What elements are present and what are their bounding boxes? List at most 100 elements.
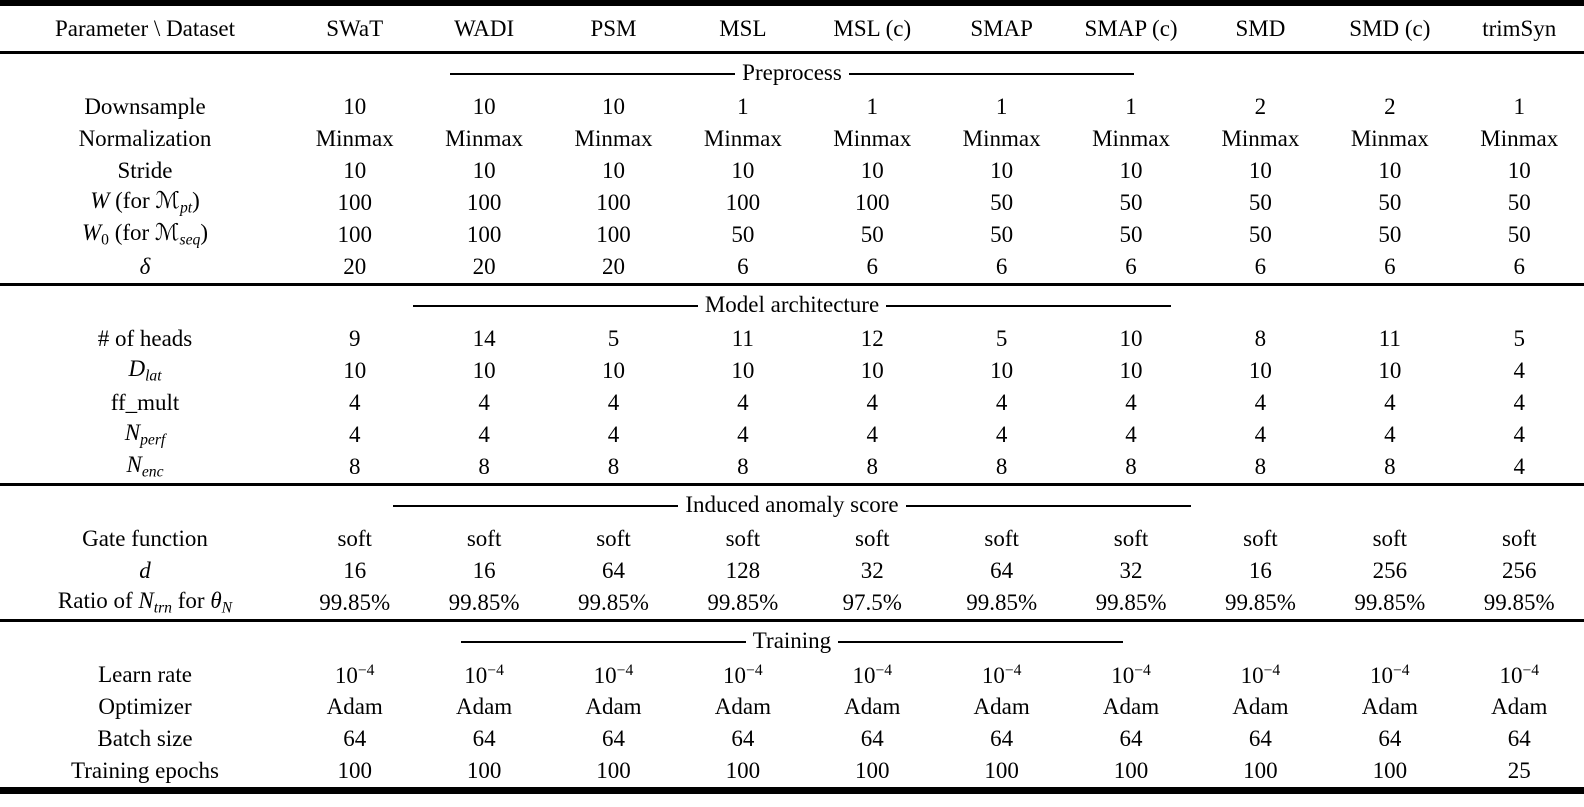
row-label: Dlat — [0, 355, 290, 387]
table-cell: 1 — [866, 94, 879, 119]
table-cell: 16 — [472, 558, 496, 583]
table-cell: 64 — [990, 558, 1014, 583]
table-cell: 100 — [855, 190, 890, 215]
table-cell: 100 — [466, 190, 502, 215]
table-cell: soft — [337, 526, 372, 551]
table-row: δ 20 20 20 6 6 6 6 6 6 6 — [0, 251, 1584, 285]
row-label: Learn rate — [98, 662, 192, 687]
table-cell: 99.85% — [1224, 590, 1296, 615]
table-cell: Minmax — [703, 126, 782, 151]
math-segment: N — [138, 588, 154, 614]
table-cell: 8 — [866, 454, 879, 479]
section-title: Model architecture — [704, 291, 880, 317]
table-cell: 10 — [1248, 158, 1272, 183]
table-row: Dlat 10 10 10 10 10 10 10 10 10 4 — [0, 355, 1584, 387]
table-cell: 50 — [1248, 222, 1272, 247]
table-cell: Minmax — [1480, 126, 1559, 151]
table-cell: 4 — [1254, 390, 1267, 415]
table-cell: 10−4 — [593, 661, 634, 688]
table-row: d 16 16 64 128 32 64 32 16 256 256 — [0, 555, 1584, 587]
table-cell: 99.85% — [1354, 590, 1426, 615]
table-cell: Adam — [1102, 694, 1160, 719]
table-cell: 50 — [1119, 222, 1143, 247]
table-cell: 10 — [601, 358, 625, 383]
table-cell: Minmax — [1350, 126, 1429, 151]
table-cell: 4 — [1125, 390, 1137, 415]
section-dash-line — [905, 504, 1191, 507]
row-label: Optimizer — [98, 694, 192, 719]
table-cell: 8 — [1125, 454, 1137, 479]
table-cell: 14 — [472, 326, 496, 351]
table-cell: 10 — [731, 358, 755, 383]
row-label: Ratio of Ntrn for θN — [57, 588, 233, 617]
table-cell: 50 — [731, 222, 755, 247]
table-cell: 256 — [1372, 558, 1408, 583]
table-cell: 8 — [995, 454, 1008, 479]
table-cell: 8 — [1254, 326, 1267, 351]
section-dash-line — [412, 304, 698, 307]
table-cell: 99.85% — [1483, 590, 1555, 615]
section-title: Training — [752, 627, 832, 653]
table-cell: 100 — [725, 190, 761, 215]
table-cell: 20 — [343, 254, 367, 279]
section-title: Preprocess — [742, 59, 842, 85]
table-cell: 4 — [1513, 422, 1526, 447]
math-segment: N — [126, 452, 142, 478]
table-cell: 8 — [478, 454, 490, 479]
section-head: Training — [0, 628, 1584, 654]
section-dash-line — [460, 640, 746, 643]
column-header-msl: MSL — [678, 3, 808, 54]
math-segment: −4 — [1522, 661, 1540, 679]
table-cell: 10−4 — [1240, 661, 1281, 688]
table-cell: 100 — [596, 758, 631, 783]
table-cell: soft — [725, 526, 761, 551]
table-cell: Adam — [844, 694, 901, 719]
row-label: δ — [0, 251, 290, 285]
table-cell: 50 — [990, 222, 1014, 247]
table-cell: soft — [466, 526, 502, 551]
section-header-row: Induced anomaly score — [0, 483, 1584, 523]
table-cell: 100 — [466, 222, 502, 247]
table-cell: 10 — [472, 94, 496, 119]
table-cell: 1 — [1513, 94, 1526, 119]
table-row: Stride 10 10 10 10 10 10 10 10 10 10 — [0, 155, 1584, 187]
table-cell: 10−4 — [334, 661, 375, 688]
table-cell: Adam — [1232, 694, 1289, 719]
table-row: Optimizer Adam Adam Adam Adam Adam Adam Adam Ada… — [0, 691, 1584, 723]
math-segment: d — [139, 558, 151, 583]
table-cell: soft — [984, 526, 1019, 551]
table-cell: 50 — [1507, 190, 1531, 215]
table-cell: 16 — [1248, 558, 1272, 583]
column-header-smd-c: SMD (c) — [1325, 3, 1455, 54]
table-cell: 10 — [1378, 358, 1402, 383]
row-label: Batch size — [97, 726, 193, 751]
math-segment: −4 — [875, 661, 893, 679]
row-label: W0 (for ℳseq) — [81, 220, 209, 249]
table-cell: 25 — [1507, 758, 1531, 783]
math-segment: −4 — [746, 661, 763, 679]
table-cell: 100 — [984, 758, 1019, 783]
table-cell: soft — [855, 526, 890, 551]
table-row: Normalization Minmax Minmax Minmax Minmax Min… — [0, 123, 1584, 155]
table-cell: 99.85% — [319, 590, 391, 615]
table-cell: 1 — [995, 94, 1008, 119]
section-header-cell: Training — [0, 619, 1584, 659]
table-cell: 10−4 — [1370, 661, 1410, 688]
table-cell: 20 — [601, 254, 625, 279]
column-header-swat: SWaT — [290, 3, 420, 54]
section-head: Model architecture — [0, 292, 1584, 318]
table-cell: Minmax — [1221, 126, 1300, 151]
table-cell: 50 — [1507, 222, 1531, 247]
table-cell: 99.85% — [1095, 590, 1167, 615]
table-cell: 5 — [1513, 326, 1526, 351]
table-cell: 32 — [1119, 558, 1143, 583]
row-label: d — [0, 555, 290, 587]
table-cell: 64 — [731, 726, 755, 751]
section-header-cell: Model architecture — [0, 283, 1584, 323]
table-cell: 10−4 — [723, 661, 763, 688]
section-dash-line — [838, 640, 1124, 643]
table-cell: 11 — [1378, 326, 1401, 351]
table-cell: Adam — [973, 694, 1030, 719]
